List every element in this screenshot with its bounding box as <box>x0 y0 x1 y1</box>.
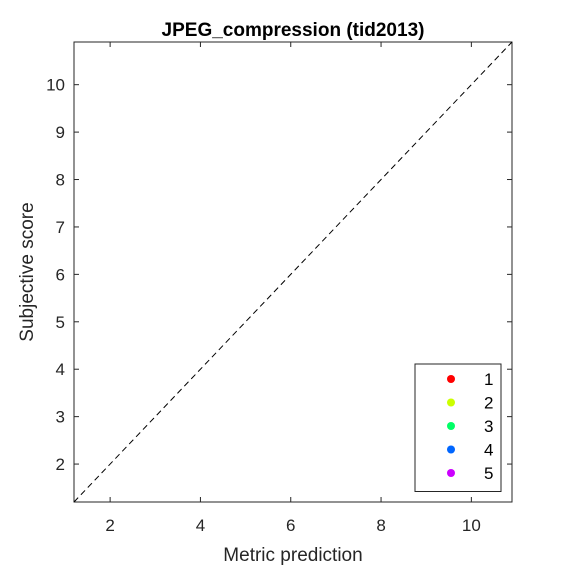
x-tick-label: 8 <box>376 516 385 535</box>
x-tick-label: 4 <box>196 516 205 535</box>
y-axis-label: Subjective score <box>17 202 38 341</box>
y-tick-label: 3 <box>56 408 65 427</box>
identity-reference-line <box>73 41 513 503</box>
y-tick-label: 2 <box>56 455 65 474</box>
y-tick-label: 8 <box>56 171 65 190</box>
legend-box <box>414 363 502 492</box>
y-tick-label: 9 <box>56 123 65 142</box>
legend-label: 5 <box>484 464 493 483</box>
y-tick-label: 6 <box>56 265 65 284</box>
legend-marker <box>447 422 455 430</box>
x-axis-label: Metric prediction <box>223 545 362 566</box>
y-tick-label: 7 <box>56 218 65 237</box>
x-tick-label: 2 <box>105 516 114 535</box>
legend-label: 1 <box>484 370 493 389</box>
y-tick-label: 5 <box>56 313 65 332</box>
legend-marker <box>447 375 455 383</box>
chart-title: JPEG_compression (tid2013) <box>162 20 425 41</box>
legend-marker <box>447 445 455 454</box>
legend-label: 2 <box>484 394 493 413</box>
legend-marker <box>447 469 455 477</box>
x-tick-label: 6 <box>286 516 295 535</box>
y-tick-label: 10 <box>46 76 65 95</box>
x-tick-label: 10 <box>462 516 481 535</box>
y-tick-label: 4 <box>56 360 65 379</box>
legend: 1 2 3 4 5 <box>414 363 502 492</box>
legend-label: 3 <box>484 417 493 436</box>
legend-marker <box>447 398 455 407</box>
legend-label: 4 <box>484 441 493 460</box>
